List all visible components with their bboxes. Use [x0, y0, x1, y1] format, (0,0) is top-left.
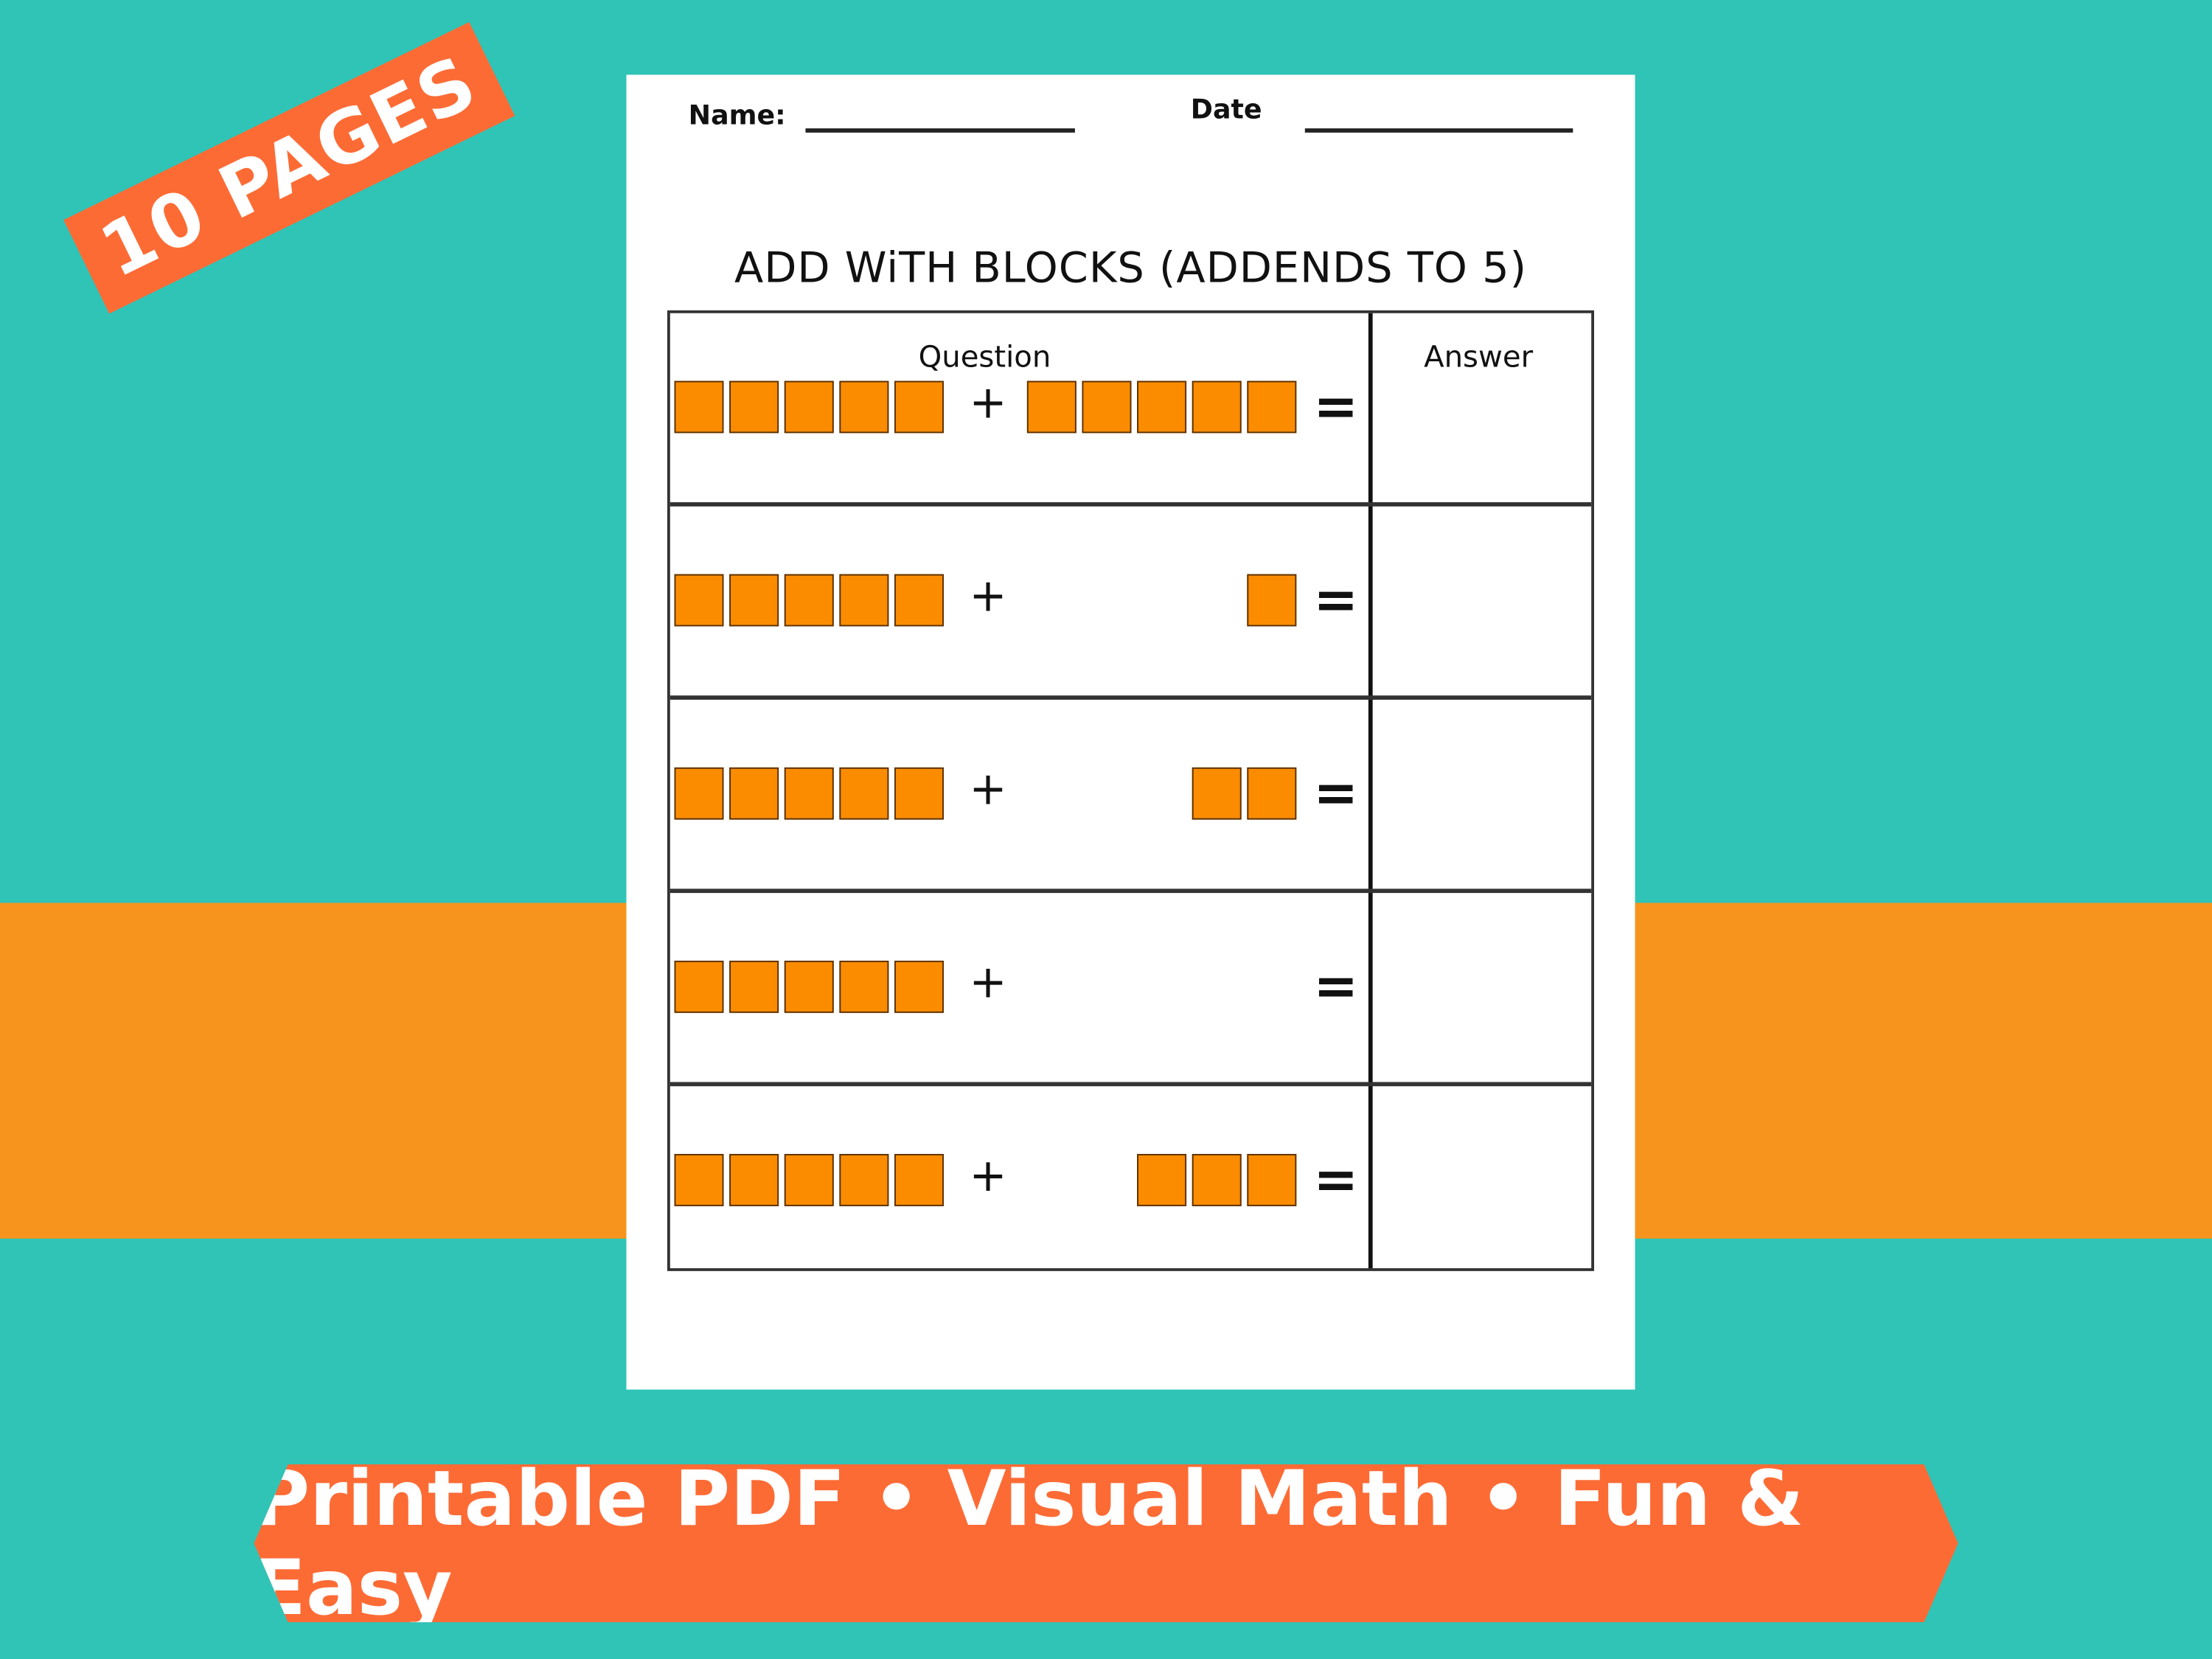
block: [839, 960, 889, 1013]
block: [1247, 574, 1297, 627]
block: [784, 574, 834, 627]
equals-sign: =: [1313, 955, 1359, 1018]
block-group: [1016, 767, 1297, 820]
block: [784, 960, 834, 1013]
block: [1247, 767, 1297, 820]
block: [1137, 1154, 1187, 1206]
block-group: [1016, 380, 1297, 434]
pages-badge: 10 PAGES: [63, 22, 515, 314]
answer-cell[interactable]: [1373, 313, 1594, 502]
block: [839, 380, 889, 434]
block: [1192, 767, 1242, 820]
block-group: [1016, 1154, 1297, 1206]
block: [1026, 380, 1077, 434]
block: [1247, 380, 1297, 434]
badge-text: 10 PAGES: [88, 41, 490, 295]
answer-header: Answer: [1424, 340, 1534, 375]
name-label: Name:: [688, 100, 786, 131]
problem-row: + =: [669, 507, 1594, 700]
answer-cell[interactable]: [1373, 700, 1594, 888]
block: [674, 380, 724, 434]
block-group: [674, 767, 956, 820]
block: [729, 960, 779, 1013]
block: [1192, 380, 1242, 434]
block-group: [674, 960, 956, 1013]
block-group: [674, 574, 956, 627]
plus-sign: +: [969, 568, 1007, 622]
block-group: [1016, 574, 1297, 627]
date-label: Date: [1190, 94, 1262, 126]
problem-table: + = + = + = + = + =: [667, 310, 1594, 1271]
block: [1192, 1154, 1242, 1206]
question-header: Question: [918, 340, 1051, 375]
block: [729, 380, 779, 434]
block: [894, 767, 944, 820]
block: [839, 1154, 889, 1206]
answer-cell[interactable]: [1373, 893, 1594, 1082]
block: [784, 380, 834, 434]
answer-cell[interactable]: [1373, 1086, 1594, 1279]
problem-row: + =: [669, 700, 1594, 894]
plus-sign: +: [969, 955, 1007, 1009]
block-group: [674, 1154, 956, 1206]
block: [839, 574, 889, 627]
block: [784, 1154, 834, 1206]
block: [894, 1154, 944, 1206]
block: [674, 1154, 724, 1206]
problem-row: + =: [670, 1086, 1591, 1279]
block: [1082, 380, 1132, 434]
block: [894, 380, 944, 434]
block: [1247, 1154, 1297, 1206]
banner-text: Printable PDF • Visual Math • Fun & Easy: [254, 1454, 1804, 1632]
block: [674, 574, 724, 627]
equals-sign: =: [1313, 762, 1359, 824]
block: [894, 574, 944, 627]
date-line: [1304, 128, 1573, 133]
plus-sign: +: [969, 375, 1007, 429]
plus-sign: +: [969, 762, 1007, 815]
equals-sign: =: [1313, 375, 1359, 438]
answer-cell[interactable]: [1373, 507, 1594, 695]
block: [839, 767, 889, 820]
plus-sign: +: [969, 1148, 1007, 1203]
column-divider: [1368, 313, 1373, 1269]
block: [729, 574, 779, 627]
block: [784, 767, 834, 820]
block: [894, 960, 944, 1013]
worksheet-title: ADD WiTH BLOCKS (ADDENDS TO 5): [734, 243, 1527, 293]
block-group: [674, 380, 956, 434]
equals-sign: =: [1313, 1148, 1359, 1211]
feature-banner: Printable PDF • Visual Math • Fun & Easy: [254, 1464, 1958, 1623]
block: [674, 767, 724, 820]
problem-row: + =: [669, 313, 1594, 507]
equals-sign: =: [1313, 568, 1359, 631]
block: [674, 960, 724, 1013]
block: [1137, 380, 1187, 434]
worksheet-page: Name: Date ADD WiTH BLOCKS (ADDENDS TO 5…: [626, 74, 1635, 1390]
block: [729, 1154, 779, 1206]
name-line: [805, 128, 1075, 133]
problem-row: + =: [669, 893, 1594, 1087]
block: [729, 767, 779, 820]
